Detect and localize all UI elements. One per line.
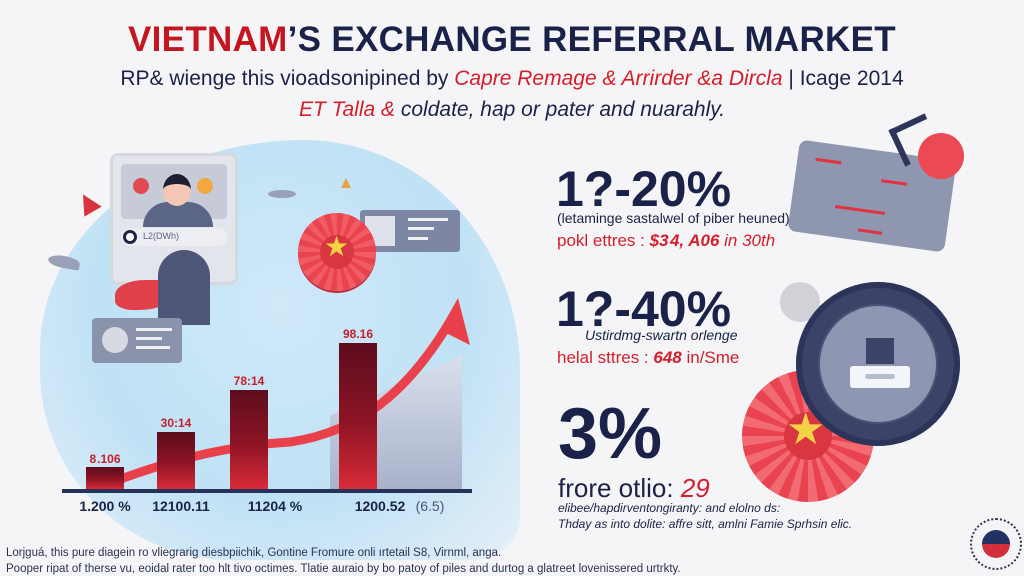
subtitle-text: RP& wienge this vioadsonipined by bbox=[120, 67, 455, 90]
coin-icon bbox=[197, 178, 213, 194]
stat-2-label: helal sttres : bbox=[557, 348, 654, 367]
logo-icon bbox=[982, 530, 1010, 558]
text-line bbox=[136, 346, 170, 349]
footer-line-2: Pooper ripat of therse vu, eoidal rater … bbox=[6, 563, 681, 575]
stat-1-period: in 30th bbox=[719, 231, 776, 250]
red-balloon-icon bbox=[918, 133, 964, 179]
bar-4-value: 98.16 bbox=[342, 327, 374, 341]
stat-2-amount: 648 bbox=[653, 348, 682, 367]
subtitle-text-2: coldate, hap or pater and nuarahly. bbox=[395, 98, 726, 121]
stat-3-sub-value: 29 bbox=[680, 473, 710, 503]
ring-icon bbox=[123, 230, 137, 244]
security-dial-illustration bbox=[796, 282, 960, 446]
route-line bbox=[834, 204, 885, 215]
subtitle-highlight-2: ET Talla & bbox=[298, 98, 396, 121]
star-icon: ★ bbox=[324, 231, 350, 262]
person-face-icon bbox=[163, 174, 191, 206]
title-country: VIETNAM bbox=[128, 20, 288, 59]
subtitle-highlight: Capre Remage & Arrirder &a Dircla bbox=[454, 67, 783, 90]
subtitle-line-1: RP& wienge this vioadsonipined by Capre … bbox=[0, 67, 1024, 91]
stat-3-value: 3% bbox=[558, 394, 663, 474]
settings-card-illustration bbox=[92, 318, 182, 363]
stat-2-period: in/Sme bbox=[681, 348, 740, 367]
subtitle-line-2: ET Talla & coldate, hap or pater and nua… bbox=[0, 98, 1024, 122]
footer-notes: Lorjguá, this pure diagein ro vliegrarig… bbox=[6, 545, 681, 576]
text-line bbox=[408, 218, 448, 221]
bar-4 bbox=[339, 343, 377, 489]
stat-2-line: helal sttres : 648 in/Sme bbox=[557, 348, 739, 368]
gear-icon bbox=[102, 327, 128, 353]
stat-1-amount: $3 4, A06 bbox=[649, 231, 720, 250]
text-line bbox=[408, 237, 428, 240]
x-tick-2: 12100.11 bbox=[152, 498, 210, 514]
info-card-illustration bbox=[360, 210, 460, 252]
text-line bbox=[136, 337, 162, 340]
dial-plate bbox=[850, 366, 910, 388]
stat-3-sub: frore otlio: 29 bbox=[558, 473, 710, 504]
red-dot-icon bbox=[133, 178, 149, 194]
stat-2-value: 1?-40% bbox=[556, 281, 732, 337]
stat-1-line: pokl ettres : $3 4, A06 in 30th bbox=[557, 231, 775, 251]
stat-3-desc-2: Thday as into dolite: affre sitt, amlni … bbox=[558, 517, 853, 531]
footer-line-1: Lorjguá, this pure diagein ro vliegrarig… bbox=[6, 547, 502, 559]
x-tick-4: 1200.52 bbox=[354, 498, 406, 514]
dial-face bbox=[818, 304, 938, 424]
x-axis bbox=[62, 489, 472, 493]
bar-2-value: 30:14 bbox=[160, 416, 192, 430]
logo-badge bbox=[970, 518, 1022, 570]
profile-header bbox=[121, 164, 227, 227]
stat-3-sub-label: frore otlio: bbox=[558, 473, 681, 503]
x-tick-5: (6.5) bbox=[415, 498, 445, 514]
person-body bbox=[143, 202, 213, 227]
lock-icon bbox=[866, 338, 894, 364]
route-line bbox=[857, 228, 883, 235]
bar-1 bbox=[86, 467, 124, 489]
doorway-arch-illustration bbox=[158, 250, 210, 325]
bar-1-value: 8 .106 bbox=[89, 452, 121, 466]
bar-3 bbox=[230, 390, 268, 489]
cloud-icon bbox=[268, 190, 296, 198]
subtitle-year: | Icage 2014 bbox=[782, 67, 904, 90]
route-line bbox=[881, 179, 908, 186]
bar-3-value: 78:14 bbox=[233, 374, 265, 388]
title-rest: ’S EXCHANGE REFERRAL MARKET bbox=[287, 20, 896, 59]
vietnam-flag-disc-icon: ★ bbox=[298, 213, 376, 291]
stat-2-desc: Ustirdmg-swartn orlenge bbox=[585, 327, 738, 343]
stat-1-value: 1?-20% bbox=[556, 161, 732, 217]
route-line bbox=[815, 157, 842, 165]
field-text: L2(DWh) bbox=[143, 231, 180, 241]
text-line bbox=[408, 227, 434, 230]
stat-1-label: pokl ettres : bbox=[557, 231, 650, 250]
profile-field: L2(DWh) bbox=[121, 228, 227, 246]
small-plane-icon bbox=[341, 178, 351, 188]
text-line bbox=[136, 328, 172, 331]
stat-1-desc: (letaminge sastalwel of piber heuned) bbox=[557, 210, 790, 226]
bar-2 bbox=[157, 432, 195, 489]
x-tick-3: 11204 % bbox=[247, 498, 303, 514]
x-tick-1: 1.200 % bbox=[79, 498, 131, 514]
stat-3-desc-1: elibee/hapdirventongiranty: and elolno d… bbox=[558, 501, 781, 515]
page-title: VIETNAM’S EXCHANGE REFERRAL MARKET bbox=[0, 20, 1024, 60]
